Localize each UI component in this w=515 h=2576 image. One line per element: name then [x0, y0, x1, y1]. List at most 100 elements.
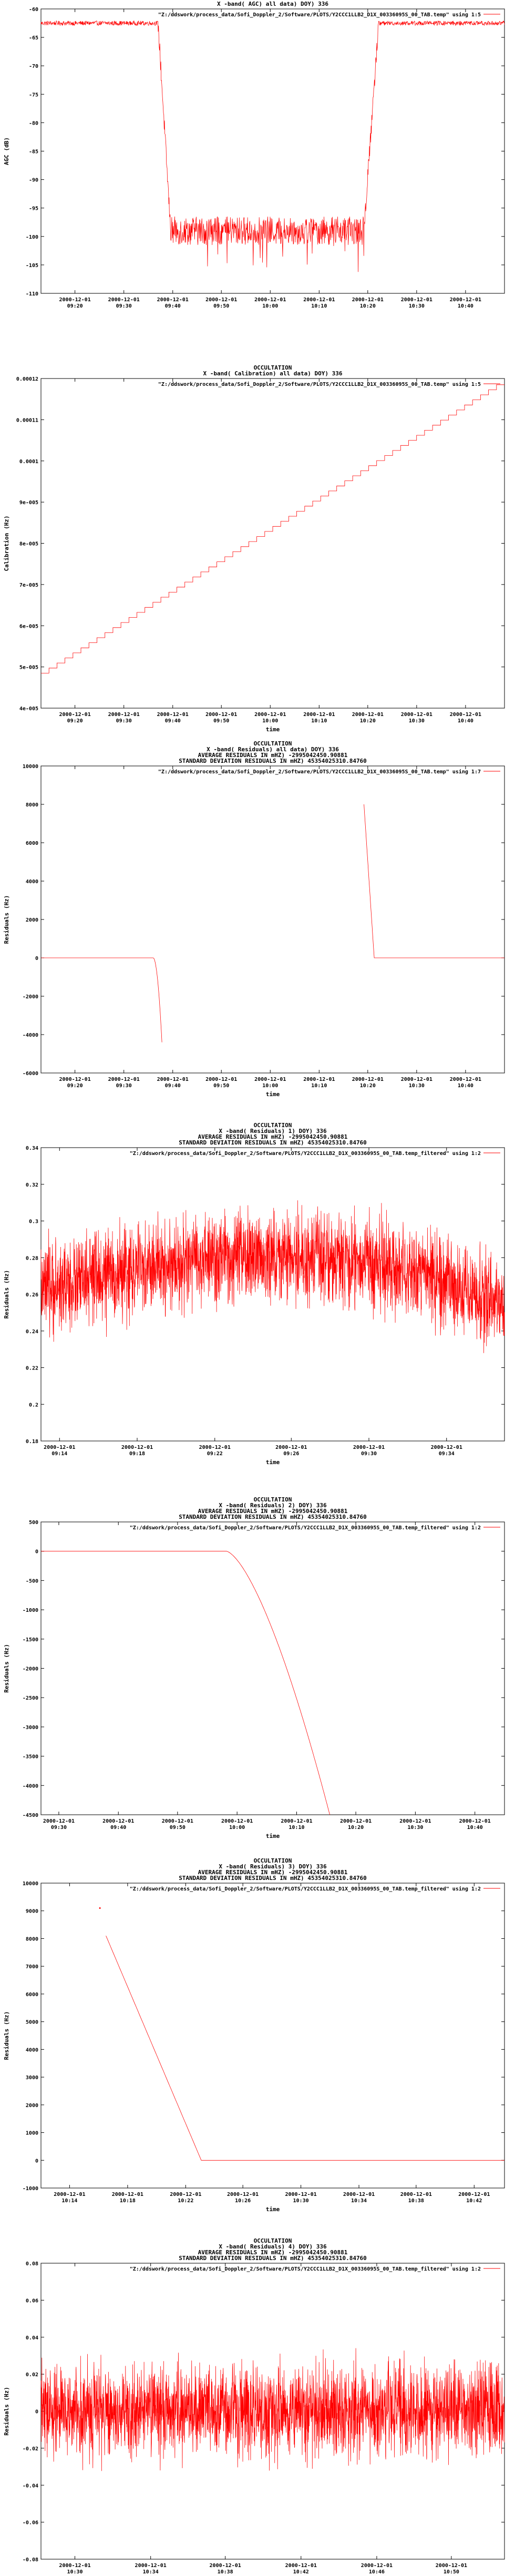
y-axis-label: Residuals (Hz) [3, 1644, 10, 1693]
x-tick-label: 10:18 [120, 2198, 136, 2204]
chart-title-line: OCCULTATION [254, 1857, 292, 1864]
x-tick-label: 2000-12-01 [399, 1818, 431, 1824]
chart-title-line: AVERAGE RESIDUALS IN mHZ) -2995042450.90… [198, 1508, 348, 1515]
x-tick-label: 10:34 [351, 2198, 367, 2204]
x-tick-label: 10:30 [407, 1825, 423, 1831]
x-tick-label: 10:14 [61, 2198, 77, 2204]
x-tick-label: 2000-12-01 [59, 297, 91, 303]
y-tick-label: -0.08 [23, 2557, 38, 2563]
y-tick-label: 500 [29, 1520, 38, 1526]
chart-title-line: OCCULTATION [254, 0, 292, 2]
y-tick-label: -65 [29, 35, 38, 41]
chart-title-line: AVERAGE RESIDUALS IN mHZ) -2995042450.90… [198, 1869, 348, 1876]
series-line [41, 384, 504, 673]
x-tick-label: 10:00 [262, 1083, 278, 1089]
y-tick-label: 7000 [26, 1964, 38, 1970]
x-tick-label: 2000-12-01 [361, 2563, 393, 2569]
y-tick-label: 10000 [23, 764, 38, 770]
x-tick-label: 10:20 [360, 303, 376, 309]
x-tick-label: 10:30 [409, 303, 425, 309]
x-tick-label: 2000-12-01 [205, 712, 237, 718]
x-tick-label: 2000-12-01 [459, 1818, 491, 1824]
x-tick-label: 2000-12-01 [340, 1818, 372, 1824]
y-tick-label: 0.3 [29, 1219, 38, 1225]
x-tick-label: 2000-12-01 [343, 2192, 375, 2197]
legend-label: "Z:/ddswork/process_data/Sofi_Doppler_2/… [158, 769, 481, 775]
x-tick-label: 2000-12-01 [157, 1077, 189, 1082]
x-tick-label: 2000-12-01 [400, 2192, 432, 2197]
series-line [40, 2348, 505, 2471]
y-tick-label: -95 [29, 206, 38, 212]
x-tick-label: 09:30 [51, 1825, 67, 1831]
x-tick-label: 2000-12-01 [135, 2563, 167, 2569]
x-tick-label: 2000-12-01 [431, 1445, 462, 1450]
y-tick-label: -90 [29, 178, 38, 183]
x-tick-label: 2000-12-01 [285, 2192, 316, 2197]
x-tick-label: 2000-12-01 [112, 2192, 143, 2197]
y-tick-label: 6000 [26, 841, 38, 846]
y-tick-label: 4000 [26, 879, 38, 885]
chart-title-line: X -band( Residuals) 1) DOY) 336 [219, 1128, 327, 1134]
y-tick-label: -60 [29, 7, 38, 13]
x-tick-label: 09:20 [67, 718, 83, 724]
y-tick-label: -4000 [23, 1033, 38, 1038]
x-tick-label: 10:22 [178, 2198, 193, 2204]
chart-title-line: STANDARD DEVIATION RESIDUALS IN mHZ) 453… [179, 1514, 367, 1520]
plot-frame [40, 8, 505, 294]
x-tick-label: 09:50 [213, 1083, 229, 1089]
chart-title-line: STANDARD DEVIATION RESIDUALS IN mHZ) 453… [179, 1875, 367, 1882]
y-tick-label: 5000 [26, 2020, 38, 2026]
x-tick-label: 10:42 [466, 2198, 482, 2204]
x-tick-label: 2000-12-01 [281, 1818, 312, 1824]
y-tick-label: 0.08 [26, 2261, 38, 2267]
series-line [106, 1936, 504, 2161]
x-tick-label: 10:42 [293, 2569, 309, 2575]
x-tick-label: 10:38 [218, 2569, 233, 2575]
x-tick-label: 10:30 [67, 2569, 83, 2575]
y-tick-label: 0.00011 [16, 417, 38, 423]
y-tick-label: 0.22 [26, 1366, 38, 1372]
y-tick-label: -85 [29, 149, 38, 155]
y-tick-label: 8e-005 [19, 541, 38, 547]
y-axis-label: Residuals (Hz) [3, 895, 10, 944]
x-tick-label: 2000-12-01 [221, 1818, 253, 1824]
x-tick-label: 2000-12-01 [205, 1077, 237, 1082]
x-tick-label: 2000-12-01 [352, 712, 384, 718]
x-tick-label: 09:50 [213, 303, 229, 309]
x-tick-label: 2000-12-01 [450, 1077, 481, 1082]
data-point [99, 1907, 101, 1909]
x-tick-label: 2000-12-01 [352, 1077, 384, 1082]
chart-title-line: X -band( Residuals) 4) DOY) 336 [219, 2243, 327, 2250]
x-tick-label: 2000-12-01 [254, 712, 286, 718]
y-tick-label: 1000 [26, 2131, 38, 2137]
x-tick-label: 2000-12-01 [157, 712, 189, 718]
y-tick-label: 3000 [26, 2075, 38, 2081]
chart-title-line: X -band( Residuals) 2) DOY) 336 [219, 1502, 327, 1509]
x-tick-label: 2000-12-01 [205, 297, 237, 303]
y-tick-label: -80 [29, 120, 38, 126]
x-tick-label: 2000-12-01 [254, 297, 286, 303]
chart-title-line: STANDARD DEVIATION RESIDUALS IN mHZ) 453… [179, 758, 367, 764]
y-tick-label: 0.2 [29, 1402, 38, 1408]
x-tick-label: 09:50 [170, 1825, 186, 1831]
x-tick-label: 09:14 [52, 1451, 67, 1457]
x-tick-label: 09:22 [207, 1451, 223, 1457]
y-tick-label: -500 [26, 1578, 38, 1584]
y-tick-label: -110 [26, 291, 38, 297]
plot-frame [40, 378, 505, 709]
y-tick-label: 0 [35, 1549, 38, 1555]
y-tick-label: 7e-005 [19, 582, 38, 588]
legend-label: "Z:/ddswork/process_data/Sofi_Doppler_2/… [158, 12, 481, 18]
legend-label: "Z:/ddswork/process_data/Sofi_Doppler_2/… [130, 1525, 481, 1531]
series-line [40, 20, 505, 272]
x-tick-label: 2000-12-01 [458, 2192, 490, 2197]
y-axis-label: Residuals (Hz) [3, 2011, 10, 2060]
x-axis-label: time [266, 1091, 280, 1098]
x-tick-label: 2000-12-01 [162, 1818, 193, 1824]
legend-label: "Z:/ddswork/process_data/Sofi_Doppler_2/… [130, 1886, 481, 1892]
y-tick-label: 4000 [26, 2047, 38, 2053]
